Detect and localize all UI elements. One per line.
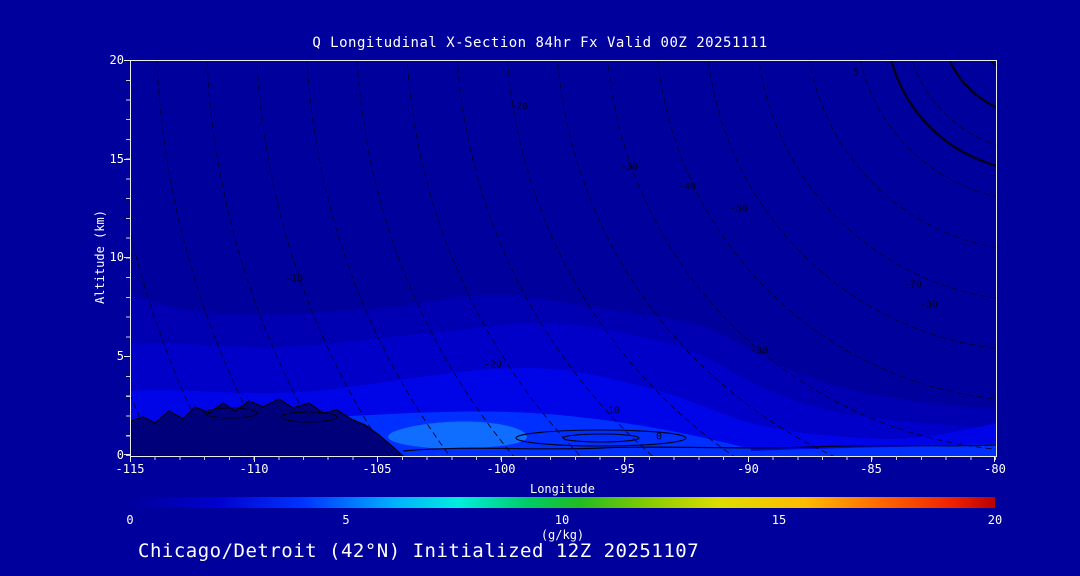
- x-tick: -100: [486, 462, 516, 476]
- colorbar-tick: 5: [342, 513, 350, 527]
- terrain-profile: [131, 398, 404, 456]
- y-tick-0: 0: [116, 448, 124, 462]
- y-tick-20: 20: [109, 53, 124, 67]
- y-tick-mark: [124, 60, 130, 61]
- contour-label: -70: [903, 279, 923, 291]
- x-tick: -115: [115, 462, 145, 476]
- colorbar-tick: 20: [987, 513, 1003, 527]
- x-tick-mark: [871, 456, 872, 462]
- contour-label: 10: [607, 405, 621, 417]
- contour-label: -50: [729, 203, 749, 215]
- y-tick-mark: [124, 257, 130, 258]
- x-tick-mark: [994, 456, 995, 462]
- contour-label: -30: [919, 299, 939, 311]
- x-tick: -110: [239, 462, 269, 476]
- chart-title: Q Longitudinal X-Section 84hr Fx Valid 0…: [312, 35, 768, 51]
- x-tick: -105: [362, 462, 392, 476]
- x-tick: -95: [613, 462, 635, 476]
- bold-contour-lines: [402, 61, 996, 452]
- y-tick-mark: [124, 159, 130, 160]
- colorbar-units: (g/kg): [540, 528, 585, 542]
- colorbar: [130, 497, 995, 508]
- plot-area: 5 -20 -30 -40 -50 -70 -30 -80 -10 -20 10…: [130, 60, 997, 457]
- x-tick-mark: [501, 456, 502, 462]
- y-tick-10: 10: [109, 250, 124, 264]
- contour-plot-canvas: [131, 61, 996, 456]
- chart-caption: Chicago/Detroit (42°N) Initialized 12Z 2…: [138, 540, 700, 562]
- x-tick-mark: [130, 456, 131, 462]
- contour-label: -20: [509, 101, 529, 113]
- x-tick: -85: [860, 462, 882, 476]
- x-tick: -80: [984, 462, 1006, 476]
- contour-label: -20: [483, 359, 503, 371]
- contour-label: -40: [677, 181, 697, 193]
- x-axis-minor-ticks: [130, 456, 996, 460]
- colorbar-tick: 10: [554, 513, 570, 527]
- y-axis-minor-ticks: [126, 60, 130, 456]
- contour-label: 0: [655, 431, 663, 443]
- y-tick-mark: [124, 454, 130, 455]
- contour-label: -10: [284, 273, 304, 285]
- x-tick-mark: [254, 456, 255, 462]
- x-tick-mark: [748, 456, 749, 462]
- x-tick: -90: [737, 462, 759, 476]
- x-axis-label: Longitude: [529, 482, 596, 496]
- x-tick-mark: [624, 456, 625, 462]
- colorbar-tick: 0: [126, 513, 134, 527]
- contour-label: 5: [852, 67, 860, 79]
- y-tick-mark: [124, 356, 130, 357]
- y-tick-15: 15: [109, 152, 124, 166]
- contour-label: -80: [749, 345, 769, 357]
- colorbar-tick: 15: [771, 513, 787, 527]
- contour-label: -30: [619, 161, 639, 173]
- y-tick-5: 5: [116, 349, 124, 363]
- x-tick-mark: [377, 456, 378, 462]
